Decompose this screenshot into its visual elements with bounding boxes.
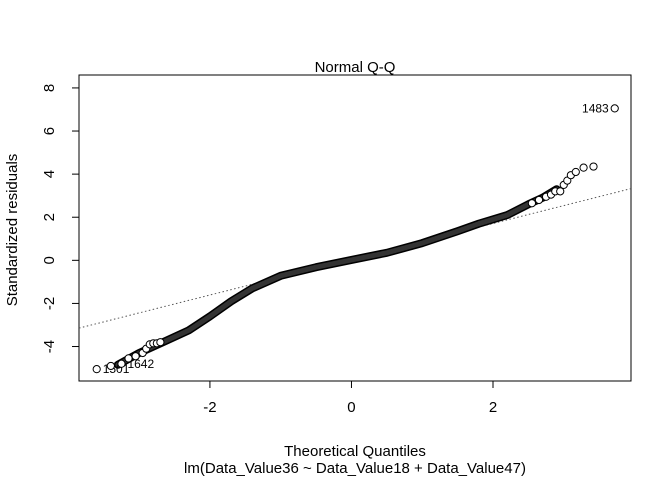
y-axis-label: Standardized residuals <box>4 154 21 307</box>
x-tick-label: 2 <box>489 399 497 416</box>
x-axis-label: Theoretical Quantiles <box>284 443 426 460</box>
data-point <box>571 167 580 177</box>
y-tick-label: 2 <box>41 213 58 221</box>
y-tick-label: -2 <box>41 297 58 310</box>
y-tick-label: -4 <box>41 340 58 353</box>
data-point <box>556 187 565 196</box>
data-point <box>131 352 140 361</box>
point-label: 1501 <box>103 362 130 376</box>
dense-point-band <box>113 185 561 369</box>
point-label: 1642 <box>127 357 154 371</box>
data-point <box>92 365 101 374</box>
point-label: 1483 <box>582 101 609 115</box>
data-point <box>117 359 126 368</box>
dense-point-band-inner <box>115 186 560 368</box>
data-point <box>534 195 544 205</box>
y-axis: -4 -2 0 2 4 6 8 <box>41 84 80 353</box>
y-tick-label: 0 <box>41 256 58 264</box>
x-axis: -2 0 2 <box>203 380 497 416</box>
x-tick-label: -2 <box>203 399 216 416</box>
y-tick-label: 6 <box>41 127 58 135</box>
data-point <box>527 199 537 208</box>
y-tick-label: 4 <box>41 170 58 178</box>
data-point <box>589 162 598 171</box>
chart-subtitle: lm(Data_Value36 ~ Data_Value18 + Data_Va… <box>184 460 526 477</box>
data-point <box>610 104 619 113</box>
data-point <box>156 338 165 347</box>
data-point <box>106 361 115 371</box>
data-point <box>124 354 133 363</box>
chart-title: Normal Q-Q <box>315 59 396 76</box>
data-point <box>579 163 588 172</box>
x-tick-label: 0 <box>347 399 355 416</box>
y-tick-label: 8 <box>41 84 58 92</box>
plot-frame <box>78 74 632 382</box>
